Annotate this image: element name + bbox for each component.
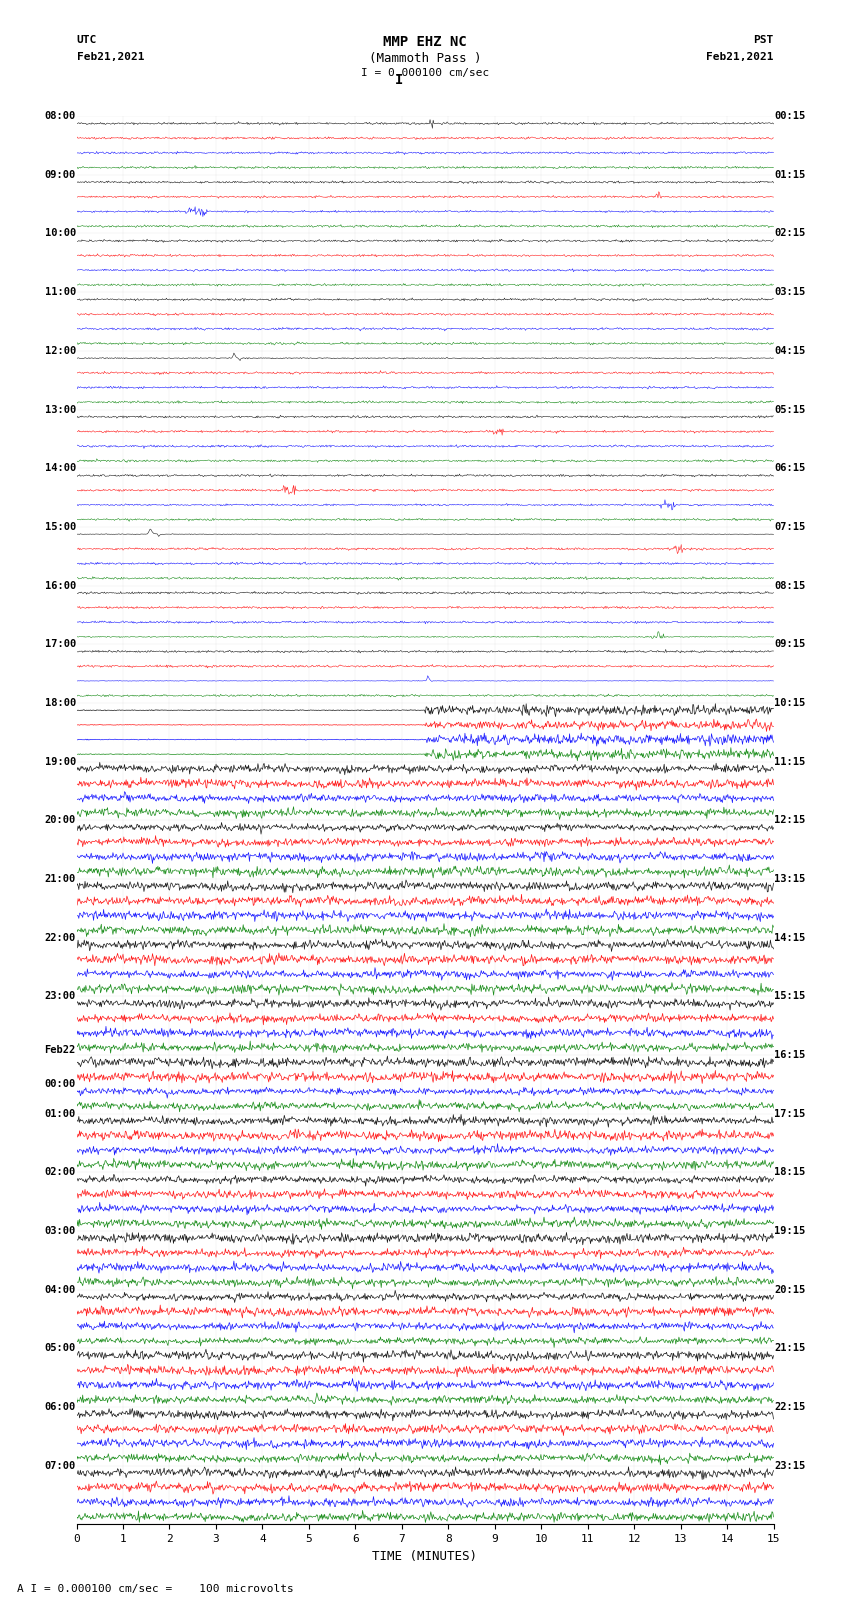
Text: 15:15: 15:15: [774, 992, 806, 1002]
Text: 11:15: 11:15: [774, 756, 806, 766]
Text: Feb21,2021: Feb21,2021: [706, 52, 774, 61]
Text: PST: PST: [753, 35, 774, 45]
Text: 02:00: 02:00: [44, 1168, 76, 1177]
Text: 16:00: 16:00: [44, 581, 76, 590]
Text: 19:00: 19:00: [44, 756, 76, 766]
Text: 03:00: 03:00: [44, 1226, 76, 1236]
Text: 05:15: 05:15: [774, 405, 806, 415]
Text: 09:00: 09:00: [44, 169, 76, 179]
Text: 09:15: 09:15: [774, 639, 806, 648]
Text: A I = 0.000100 cm/sec =    100 microvolts: A I = 0.000100 cm/sec = 100 microvolts: [17, 1584, 294, 1594]
Text: 22:15: 22:15: [774, 1402, 806, 1411]
Text: 16:15: 16:15: [774, 1050, 806, 1060]
Text: 14:15: 14:15: [774, 932, 806, 942]
Text: 06:15: 06:15: [774, 463, 806, 473]
Text: 17:00: 17:00: [44, 639, 76, 648]
Text: 12:00: 12:00: [44, 345, 76, 356]
Text: 18:15: 18:15: [774, 1168, 806, 1177]
Text: 23:15: 23:15: [774, 1461, 806, 1471]
Text: 04:15: 04:15: [774, 345, 806, 356]
Text: MMP EHZ NC: MMP EHZ NC: [383, 35, 467, 50]
Text: 07:15: 07:15: [774, 523, 806, 532]
Text: 01:15: 01:15: [774, 169, 806, 179]
Text: 18:00: 18:00: [44, 698, 76, 708]
Text: 06:00: 06:00: [44, 1402, 76, 1411]
Text: UTC: UTC: [76, 35, 97, 45]
Text: 23:00: 23:00: [44, 992, 76, 1002]
Text: Feb22: Feb22: [44, 1045, 76, 1055]
Text: 03:15: 03:15: [774, 287, 806, 297]
Text: 04:00: 04:00: [44, 1284, 76, 1295]
Text: 20:15: 20:15: [774, 1284, 806, 1295]
Text: 17:15: 17:15: [774, 1108, 806, 1118]
Text: 13:00: 13:00: [44, 405, 76, 415]
Text: 07:00: 07:00: [44, 1461, 76, 1471]
Text: 11:00: 11:00: [44, 287, 76, 297]
Text: 20:00: 20:00: [44, 815, 76, 826]
Text: 13:15: 13:15: [774, 874, 806, 884]
Text: 15:00: 15:00: [44, 523, 76, 532]
Text: 08:00: 08:00: [44, 111, 76, 121]
Text: I: I: [395, 73, 404, 87]
Text: 08:15: 08:15: [774, 581, 806, 590]
Text: 14:00: 14:00: [44, 463, 76, 473]
Text: (Mammoth Pass ): (Mammoth Pass ): [369, 52, 481, 65]
Text: 10:15: 10:15: [774, 698, 806, 708]
X-axis label: TIME (MINUTES): TIME (MINUTES): [372, 1550, 478, 1563]
Text: 21:00: 21:00: [44, 874, 76, 884]
Text: 19:15: 19:15: [774, 1226, 806, 1236]
Text: 00:00: 00:00: [44, 1079, 76, 1089]
Text: 00:15: 00:15: [774, 111, 806, 121]
Text: I = 0.000100 cm/sec: I = 0.000100 cm/sec: [361, 68, 489, 77]
Text: 22:00: 22:00: [44, 932, 76, 942]
Text: 01:00: 01:00: [44, 1108, 76, 1118]
Text: 21:15: 21:15: [774, 1344, 806, 1353]
Text: Feb21,2021: Feb21,2021: [76, 52, 144, 61]
Text: 02:15: 02:15: [774, 229, 806, 239]
Text: 12:15: 12:15: [774, 815, 806, 826]
Text: 10:00: 10:00: [44, 229, 76, 239]
Text: 05:00: 05:00: [44, 1344, 76, 1353]
